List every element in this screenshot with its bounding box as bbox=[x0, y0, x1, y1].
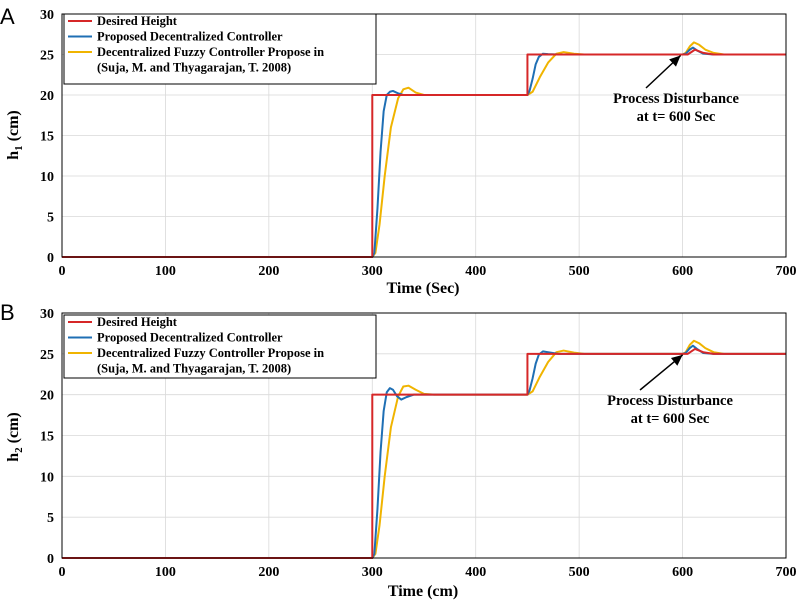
legend-label: Desired Height bbox=[97, 315, 178, 329]
y-axis-label-a: h1 (cm) bbox=[5, 110, 25, 160]
annotation-a: Process Disturbance at t= 600 Sec bbox=[613, 54, 739, 125]
x-tick-label: 600 bbox=[672, 565, 693, 580]
legend-label-line2: (Suja, M. and Thyagarajan, T. 2008) bbox=[97, 362, 291, 376]
x-axis-label-b: Time (cm) bbox=[388, 583, 458, 600]
x-tick-label: 0 bbox=[59, 264, 66, 279]
legend-b: Desired Height Proposed Decentralized Con… bbox=[63, 314, 377, 379]
x-tick-label: 500 bbox=[569, 565, 590, 580]
y-tick-label: 10 bbox=[40, 470, 54, 485]
legend-a: Desired Height Proposed Decentralized Con… bbox=[63, 13, 377, 85]
x-tick-label: 400 bbox=[465, 565, 486, 580]
annotation-text: Process Disturbance bbox=[607, 393, 733, 409]
y-tick-label: 0 bbox=[47, 251, 54, 266]
annotation-arrow-head bbox=[670, 354, 683, 366]
plot-frame-b bbox=[61, 312, 787, 559]
x-tick-label: 700 bbox=[776, 565, 797, 580]
tick-labels-a: 0 100 200 300 400 500 600 700 0 5 10 15 20 25 30 bbox=[40, 8, 797, 279]
panel-b: B 0 100 200 300 400 500 600 700 0 5 10 15 20 25 30 Tim… bbox=[0, 300, 797, 600]
x-tick-label: 600 bbox=[672, 264, 693, 279]
panel-label-a: A bbox=[0, 4, 15, 29]
y-tick-label: 10 bbox=[40, 170, 54, 185]
x-tick-label: 100 bbox=[155, 565, 176, 580]
series-line-fuzzy-controller bbox=[62, 41, 786, 258]
annotation-b: Process Disturbance at t= 600 Sec bbox=[607, 354, 733, 427]
x-axis-label-a: Time (Sec) bbox=[386, 280, 459, 297]
y-tick-label: 30 bbox=[40, 8, 54, 23]
annotation-text: Process Disturbance bbox=[613, 91, 739, 107]
annotation-text: at t= 600 Sec bbox=[637, 109, 716, 125]
x-tick-label: 300 bbox=[362, 264, 383, 279]
y-tick-label: 15 bbox=[40, 430, 54, 445]
panel-label-b: B bbox=[0, 300, 15, 325]
y-tick-label: 0 bbox=[47, 552, 54, 567]
series-line-proposed-controller bbox=[62, 46, 786, 258]
x-tick-label: 100 bbox=[155, 264, 176, 279]
series-line-fuzzy-controller bbox=[62, 339, 786, 559]
x-tick-label: 200 bbox=[258, 264, 279, 279]
y-tick-label: 15 bbox=[40, 130, 54, 145]
x-tick-label: 500 bbox=[569, 264, 590, 279]
x-tick-label: 0 bbox=[59, 565, 66, 580]
y-tick-label: 5 bbox=[47, 511, 54, 526]
y-tick-label: 20 bbox=[40, 389, 54, 404]
annotation-arrow-head bbox=[669, 55, 681, 67]
series-line-desired-height bbox=[62, 48, 786, 258]
legend-label: Desired Height bbox=[97, 14, 178, 28]
y-tick-label: 30 bbox=[40, 307, 54, 322]
tick-labels-b: 0 100 200 300 400 500 600 700 0 5 10 15 20 25 30 bbox=[40, 307, 797, 580]
y-tick-label: 25 bbox=[40, 348, 54, 363]
y-tick-label: 25 bbox=[40, 49, 54, 64]
plot-frame-a bbox=[61, 13, 787, 258]
legend-label: Proposed Decentralized Controller bbox=[97, 30, 283, 44]
annotation-text: at t= 600 Sec bbox=[631, 411, 710, 427]
series-line-proposed-controller bbox=[62, 344, 786, 559]
x-tick-label: 300 bbox=[362, 565, 383, 580]
series-lines-a bbox=[62, 41, 786, 258]
y-tick-label: 5 bbox=[47, 211, 54, 226]
series-lines-b bbox=[62, 339, 786, 559]
legend-label: Decentralized Fuzzy Controller Propose i… bbox=[97, 346, 324, 360]
x-tick-label: 700 bbox=[776, 264, 797, 279]
legend-label: Proposed Decentralized Controller bbox=[97, 331, 283, 345]
panel-a: A 0 100 200 300 400 500 600 700 0 5 10 15 20 25 30 Tim… bbox=[0, 4, 797, 297]
x-tick-label: 200 bbox=[258, 565, 279, 580]
legend-label: Decentralized Fuzzy Controller Propose i… bbox=[97, 45, 324, 59]
legend-box bbox=[63, 13, 377, 85]
legend-label-line2: (Suja, M. and Thyagarajan, T. 2008) bbox=[97, 61, 291, 75]
x-tick-label: 400 bbox=[465, 264, 486, 279]
y-tick-label: 20 bbox=[40, 89, 54, 104]
y-axis-label-b: h2 (cm) bbox=[5, 412, 25, 462]
series-line-desired-height bbox=[62, 347, 786, 559]
legend-box bbox=[63, 314, 377, 379]
